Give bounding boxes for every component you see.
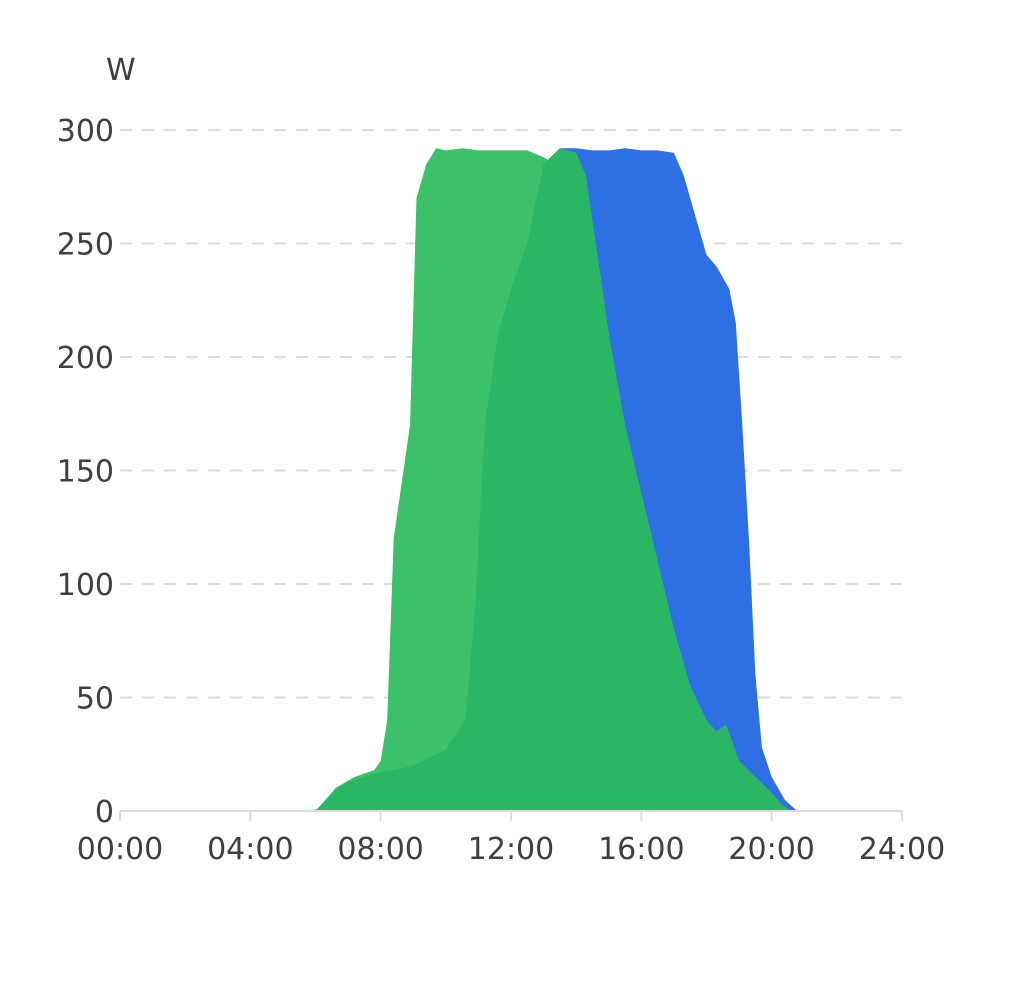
x-tick-label: 24:00 bbox=[859, 832, 945, 867]
y-tick-label: 200 bbox=[57, 341, 114, 376]
x-tick-label: 04:00 bbox=[207, 832, 293, 867]
y-tick-label: 100 bbox=[57, 568, 114, 603]
y-tick-label: 50 bbox=[76, 682, 114, 717]
series-area-3 bbox=[315, 148, 792, 811]
x-tick-label: 00:00 bbox=[77, 832, 163, 867]
area-series bbox=[302, 148, 798, 811]
y-tick-label: 250 bbox=[57, 228, 114, 263]
y-tick-label: 150 bbox=[57, 455, 114, 490]
y-axis-unit-label: W bbox=[106, 53, 136, 88]
x-tick-label: 16:00 bbox=[598, 832, 684, 867]
y-tick-label: 300 bbox=[57, 114, 114, 149]
x-tick-label: 08:00 bbox=[337, 832, 423, 867]
y-tick-label: 0 bbox=[95, 795, 114, 830]
axes: 0 50 100 150 200 250 300 00:00 04:00 08:00 12:00 16… bbox=[57, 114, 946, 867]
x-tick-label: 12:00 bbox=[468, 832, 554, 867]
x-tick-label: 20:00 bbox=[728, 832, 814, 867]
